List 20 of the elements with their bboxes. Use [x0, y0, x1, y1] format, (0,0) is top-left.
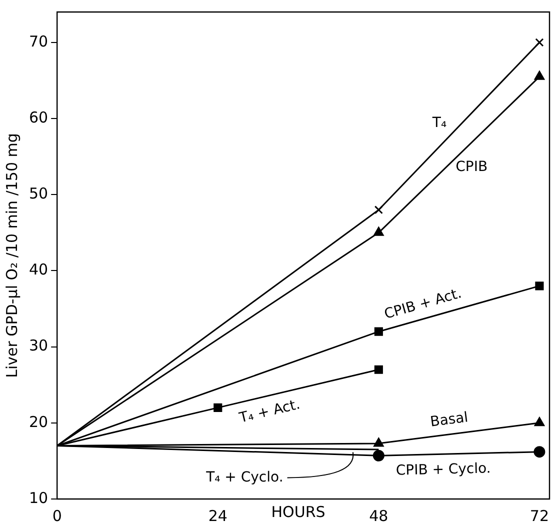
- y-tick-label: 50: [28, 184, 48, 203]
- y-tick-label: 60: [28, 108, 48, 126]
- series-label: CPIB: [456, 159, 488, 176]
- text: T₄ + Act.: [236, 396, 302, 427]
- y-tick-label: 30: [28, 336, 48, 355]
- y-tick-label: 70: [28, 32, 48, 50]
- x-tick-label: 24: [208, 506, 228, 525]
- series-label: T₄: [431, 115, 447, 132]
- x-axis-title: HOURS: [271, 502, 326, 521]
- series-label: T₄ + Cyclo.: [205, 469, 284, 486]
- y-tick-label: 40: [28, 260, 48, 279]
- y-tick-label: 10: [28, 488, 48, 507]
- y-axis-title: Liver GPD-μl O₂ /10 min /150 mg: [2, 133, 21, 378]
- x-tick-label: 72: [530, 506, 549, 525]
- x-tick-label: 0: [52, 506, 62, 525]
- text: Basal: [429, 410, 470, 430]
- x-tick-label: 48: [369, 506, 388, 525]
- y-tick-label: 20: [28, 412, 48, 431]
- series-label: CPIB + Cyclo.: [396, 460, 491, 479]
- text: CPIB + Act.: [382, 286, 464, 323]
